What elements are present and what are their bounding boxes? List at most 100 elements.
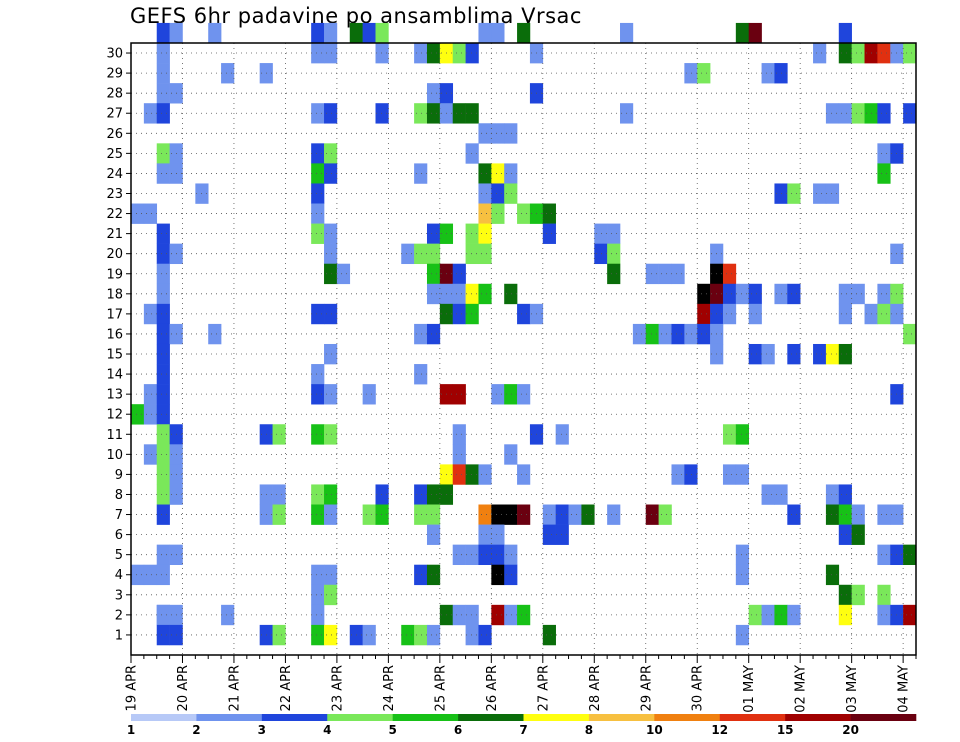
heatmap-cell [311, 303, 325, 325]
heatmap-cell [324, 22, 338, 44]
heatmap-cell [426, 484, 441, 505]
y-tick-label: 21 [106, 227, 123, 242]
heatmap-cell [838, 484, 852, 505]
heatmap-cell [838, 604, 852, 626]
heatmap-cell [426, 43, 441, 64]
heatmap-cell [362, 22, 376, 44]
heatmap-cell [169, 22, 183, 44]
x-tick-label: 19 APR [125, 665, 140, 711]
y-tick-label: 26 [106, 127, 123, 142]
heatmap-cell [478, 283, 492, 305]
heatmap-cell [156, 83, 170, 104]
y-tick-label: 27 [106, 107, 123, 122]
heatmap-cell [324, 343, 338, 365]
heatmap-cell [722, 283, 737, 305]
heatmap-cell [156, 43, 170, 64]
heatmap-cell [311, 183, 325, 204]
heatmap-cell [131, 203, 145, 224]
heatmap-cell [156, 22, 170, 44]
heatmap-cell [851, 504, 865, 525]
heatmap-cell [131, 564, 145, 586]
heatmap-cell [491, 22, 505, 44]
heatmap-cell [426, 564, 441, 586]
y-tick-label: 5 [115, 548, 123, 563]
heatmap-cell [452, 263, 466, 285]
heatmap-cell [825, 504, 840, 525]
y-tick-label: 28 [106, 87, 123, 102]
heatmap-cell [504, 604, 518, 626]
x-tick-label: 02 MAY [794, 665, 809, 713]
heatmap-cell [465, 604, 479, 626]
heatmap-cell [311, 564, 325, 586]
heatmap-cell [877, 544, 891, 566]
heatmap-cell [761, 484, 775, 505]
heatmap-cell [607, 243, 621, 265]
heatmap-cell [414, 323, 428, 345]
heatmap-cell [838, 524, 852, 545]
heatmap-cell [272, 424, 286, 445]
heatmap-cell [761, 343, 775, 365]
heatmap-cell [156, 404, 170, 425]
heatmap-cell [748, 283, 762, 305]
colorbar-swatch [327, 714, 393, 721]
heatmap-cell [838, 504, 852, 525]
heatmap-cell [504, 183, 518, 204]
heatmap-cell [375, 504, 389, 525]
heatmap-cell [156, 263, 170, 285]
y-tick-label: 7 [115, 508, 123, 523]
heatmap-cell [452, 464, 466, 485]
y-tick-label: 8 [115, 488, 123, 503]
heatmap-cell [311, 504, 325, 525]
heatmap-cell [324, 303, 338, 325]
heatmap-cell [156, 364, 170, 385]
heatmap-cell [735, 424, 750, 445]
heatmap-cell [555, 424, 569, 445]
heatmap-cell [491, 203, 505, 224]
heatmap-cell [362, 624, 376, 646]
y-tick-label: 15 [106, 348, 123, 363]
heatmap-cell [838, 22, 852, 44]
colorbar-swatch [719, 714, 786, 721]
heatmap-cell [362, 504, 376, 525]
heatmap-cell [324, 424, 338, 445]
heatmap-cell [311, 584, 325, 606]
heatmap-cell [156, 243, 170, 265]
heatmap-cell [324, 43, 338, 64]
heatmap-cell [838, 584, 852, 606]
heatmap-cell [465, 243, 479, 265]
heatmap-cell [311, 143, 325, 164]
heatmap-cell [787, 604, 801, 626]
x-tick-label: 01 MAY [742, 665, 757, 713]
heatmap-cell [735, 22, 750, 44]
colorbar-label: 4 [323, 723, 331, 737]
colorbar-swatch [523, 714, 590, 721]
heatmap-cell [156, 343, 170, 365]
heatmap-cell [517, 464, 531, 485]
heatmap-cell [311, 203, 325, 224]
heatmap-cell [735, 564, 750, 586]
heatmap-cell [632, 323, 647, 345]
heatmap-cell [452, 303, 466, 325]
heatmap-cell [517, 303, 531, 325]
x-tick-label: 04 MAY [897, 665, 912, 713]
heatmap-cell [478, 183, 492, 204]
heatmap-cell [761, 604, 775, 626]
heatmap-cell [414, 103, 428, 124]
x-tick-label: 28 APR [588, 665, 603, 711]
heatmap-cell [491, 123, 505, 144]
heatmap-cell [697, 63, 711, 84]
heatmap-cell [375, 103, 389, 124]
colorbar-label: 2 [192, 723, 200, 737]
heatmap-cell [414, 624, 428, 646]
heatmap-cell [504, 283, 518, 305]
y-tick-label: 29 [106, 67, 123, 82]
heatmap-cell [156, 143, 170, 164]
x-tick-label: 29 APR [639, 665, 654, 711]
heatmap-cell [414, 484, 428, 505]
heatmap-cell [311, 384, 325, 405]
heatmap-cell [375, 43, 389, 64]
heatmap-cell [735, 283, 750, 305]
heatmap-cell [748, 343, 762, 365]
heatmap-cell [838, 303, 852, 325]
colorbar-swatch [392, 714, 459, 721]
